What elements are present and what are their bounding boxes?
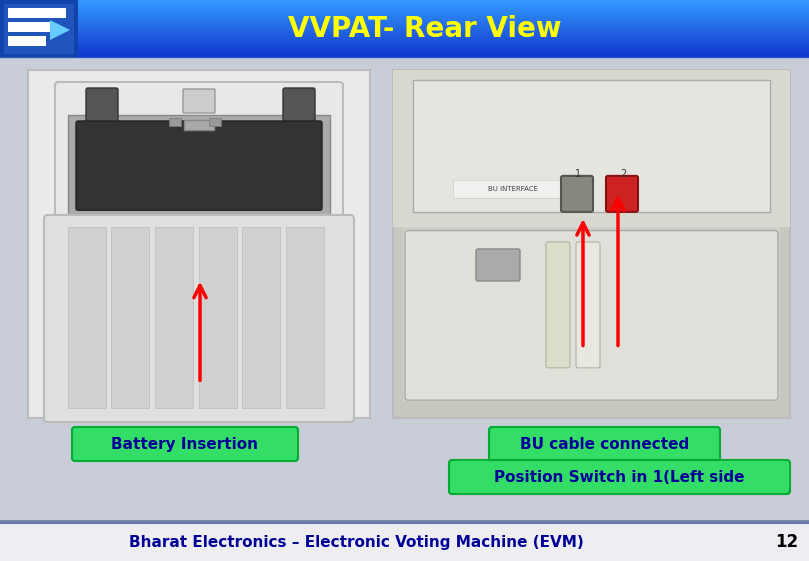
Text: BU INTERFACE: BU INTERFACE: [488, 186, 538, 192]
FancyBboxPatch shape: [561, 176, 593, 212]
Bar: [8, 36, 46, 46]
FancyBboxPatch shape: [405, 231, 778, 400]
Text: 1: 1: [575, 169, 581, 180]
Bar: [209, 118, 221, 126]
Bar: [111, 227, 149, 408]
Text: Position Switch in 1(Left side: Position Switch in 1(Left side: [494, 470, 745, 485]
Polygon shape: [50, 20, 70, 40]
FancyBboxPatch shape: [72, 427, 298, 461]
FancyBboxPatch shape: [606, 176, 638, 212]
Bar: [0, 27, 809, 30]
Bar: [0, 50, 809, 53]
FancyBboxPatch shape: [283, 88, 315, 127]
Bar: [0, 13, 809, 16]
Bar: [0, 30, 809, 33]
Bar: [0, 44, 809, 46]
Bar: [0, 0, 809, 2]
Bar: [0, 10, 809, 12]
Text: Bharat Electronics – Electronic Voting Machine (EVM): Bharat Electronics – Electronic Voting M…: [129, 535, 583, 550]
Bar: [0, 33, 809, 36]
Text: 2: 2: [620, 169, 626, 180]
Bar: [0, 40, 809, 43]
Bar: [0, 15, 809, 17]
Bar: [199, 227, 237, 408]
Bar: [0, 55, 809, 58]
Bar: [453, 180, 573, 198]
FancyBboxPatch shape: [44, 215, 354, 422]
Bar: [0, 25, 809, 27]
Text: Battery Insertion: Battery Insertion: [112, 436, 259, 452]
FancyBboxPatch shape: [546, 242, 570, 368]
Bar: [68, 115, 330, 220]
Bar: [0, 29, 809, 31]
FancyBboxPatch shape: [476, 249, 520, 281]
FancyBboxPatch shape: [55, 82, 343, 222]
Bar: [0, 54, 809, 56]
Bar: [0, 42, 809, 44]
Bar: [184, 120, 214, 130]
FancyBboxPatch shape: [449, 460, 790, 494]
Bar: [0, 2, 809, 4]
Bar: [0, 39, 809, 42]
Bar: [0, 45, 809, 47]
Bar: [0, 23, 809, 26]
Bar: [0, 57, 809, 59]
Bar: [4, 4, 74, 54]
Bar: [68, 227, 106, 408]
Bar: [0, 6, 809, 8]
Bar: [0, 52, 809, 54]
Bar: [0, 7, 809, 10]
Text: BU cable connected: BU cable connected: [520, 436, 689, 452]
Bar: [0, 523, 809, 561]
FancyBboxPatch shape: [576, 242, 600, 368]
Bar: [286, 227, 324, 408]
Bar: [0, 19, 809, 21]
Bar: [169, 118, 181, 126]
Bar: [403, 227, 780, 401]
Text: VVPAT- Rear View: VVPAT- Rear View: [288, 15, 561, 43]
Bar: [0, 20, 809, 23]
Bar: [0, 48, 809, 50]
Bar: [28, 70, 370, 418]
FancyBboxPatch shape: [76, 121, 322, 210]
Bar: [393, 70, 790, 418]
Bar: [8, 8, 66, 18]
Bar: [0, 22, 809, 24]
Bar: [0, 12, 809, 14]
Bar: [0, 3, 809, 6]
Bar: [0, 0, 78, 58]
Bar: [0, 17, 809, 20]
Bar: [0, 32, 809, 34]
Bar: [0, 47, 809, 49]
Bar: [0, 26, 809, 29]
Bar: [155, 227, 193, 408]
FancyBboxPatch shape: [183, 89, 215, 113]
Bar: [242, 227, 280, 408]
Bar: [0, 9, 809, 11]
Bar: [8, 22, 50, 32]
FancyBboxPatch shape: [86, 88, 118, 127]
FancyBboxPatch shape: [489, 427, 720, 461]
Bar: [0, 36, 809, 39]
Bar: [413, 80, 770, 212]
Bar: [0, 4, 809, 7]
Bar: [0, 38, 809, 40]
Bar: [0, 16, 809, 19]
Bar: [0, 35, 809, 37]
Text: 12: 12: [776, 533, 798, 551]
Bar: [0, 49, 809, 52]
Bar: [393, 70, 790, 227]
